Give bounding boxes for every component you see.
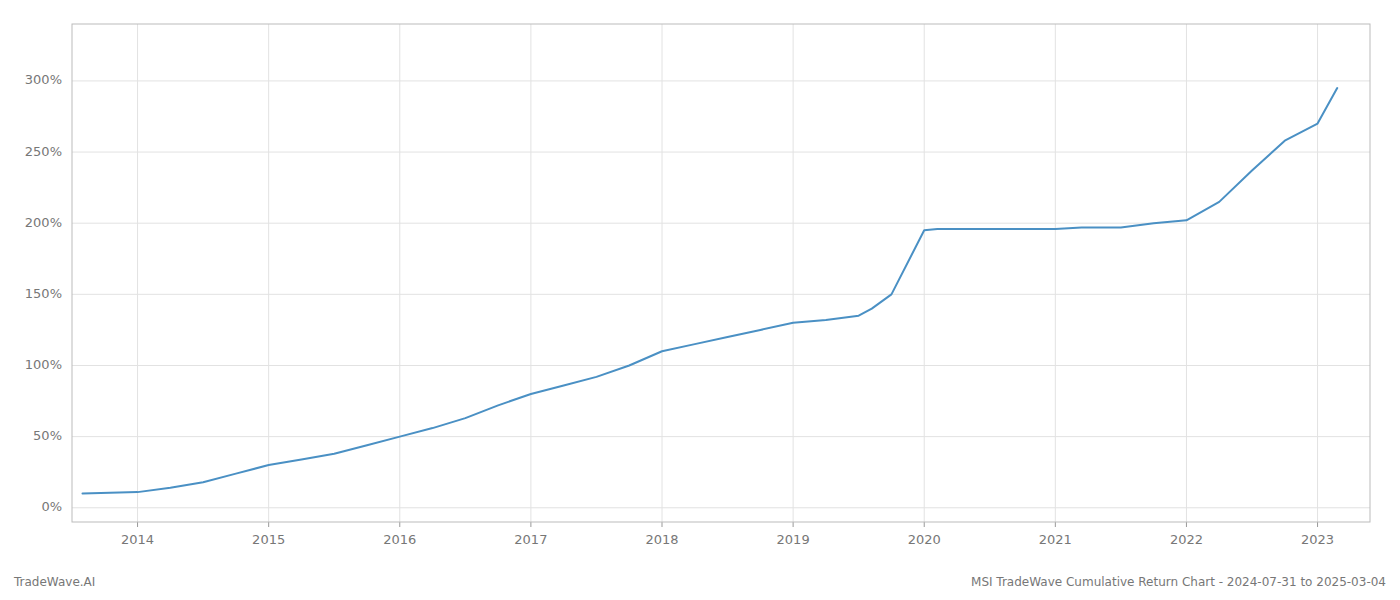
x-tick (137, 522, 138, 527)
x-tick (1317, 522, 1318, 527)
y-grid-line (72, 294, 1370, 295)
x-tick-label: 2017 (514, 532, 547, 547)
x-grid-line (137, 24, 138, 522)
footer-annotation: MSI TradeWave Cumulative Return Chart - … (971, 575, 1386, 589)
line (82, 88, 1337, 494)
x-grid-line (924, 24, 925, 522)
x-tick (793, 522, 794, 527)
y-grid-line (72, 365, 1370, 366)
x-grid-line (1186, 24, 1187, 522)
x-tick-label: 2019 (777, 532, 810, 547)
footer-annotation: TradeWave.AI (13, 575, 95, 589)
x-tick-label: 2014 (121, 532, 154, 547)
x-tick (268, 522, 269, 527)
x-grid-line (1055, 24, 1056, 522)
x-tick (1186, 522, 1187, 527)
x-tick (530, 522, 531, 527)
x-grid-line (399, 24, 400, 522)
y-tick-label: 150% (25, 286, 62, 301)
y-grid-line (72, 152, 1370, 153)
y-tick-label: 200% (25, 215, 62, 230)
y-grid-line (72, 223, 1370, 224)
x-tick (662, 522, 663, 527)
x-tick-label: 2023 (1301, 532, 1334, 547)
x-tick-label: 2018 (645, 532, 678, 547)
y-tick-label: 100% (25, 357, 62, 372)
y-tick-label: 300% (25, 72, 62, 87)
y-tick-label: 250% (25, 144, 62, 159)
axes: 0% 50% 100% 150% 200% 250% 300% 2014 2015 2016 201… (25, 24, 1370, 547)
x-tick-label: 2015 (252, 532, 285, 547)
y-grid-line (72, 80, 1370, 81)
x-grid-line (530, 24, 531, 522)
x-grid-line (793, 24, 794, 522)
y-tick-label: 50% (33, 428, 62, 443)
x-tick-label: 2021 (1039, 532, 1072, 547)
x-tick-label: 2022 (1170, 532, 1203, 547)
grid (72, 24, 1370, 522)
plot-area (82, 88, 1337, 494)
y-grid-line (72, 507, 1370, 508)
x-grid-line (268, 24, 269, 522)
x-tick (1055, 522, 1056, 527)
x-tick-label: 2016 (383, 532, 416, 547)
y-grid-line (72, 436, 1370, 437)
y-tick-label: 0% (41, 499, 62, 514)
x-grid-line (1317, 24, 1318, 522)
x-tick (399, 522, 400, 527)
x-grid-line (662, 24, 663, 522)
x-tick-label: 2020 (908, 532, 941, 547)
x-tick (924, 522, 925, 527)
plot-frame (72, 24, 1370, 522)
chart: 0% 50% 100% 150% 200% 250% 300% 2014 2015 2016 201… (0, 0, 1400, 600)
